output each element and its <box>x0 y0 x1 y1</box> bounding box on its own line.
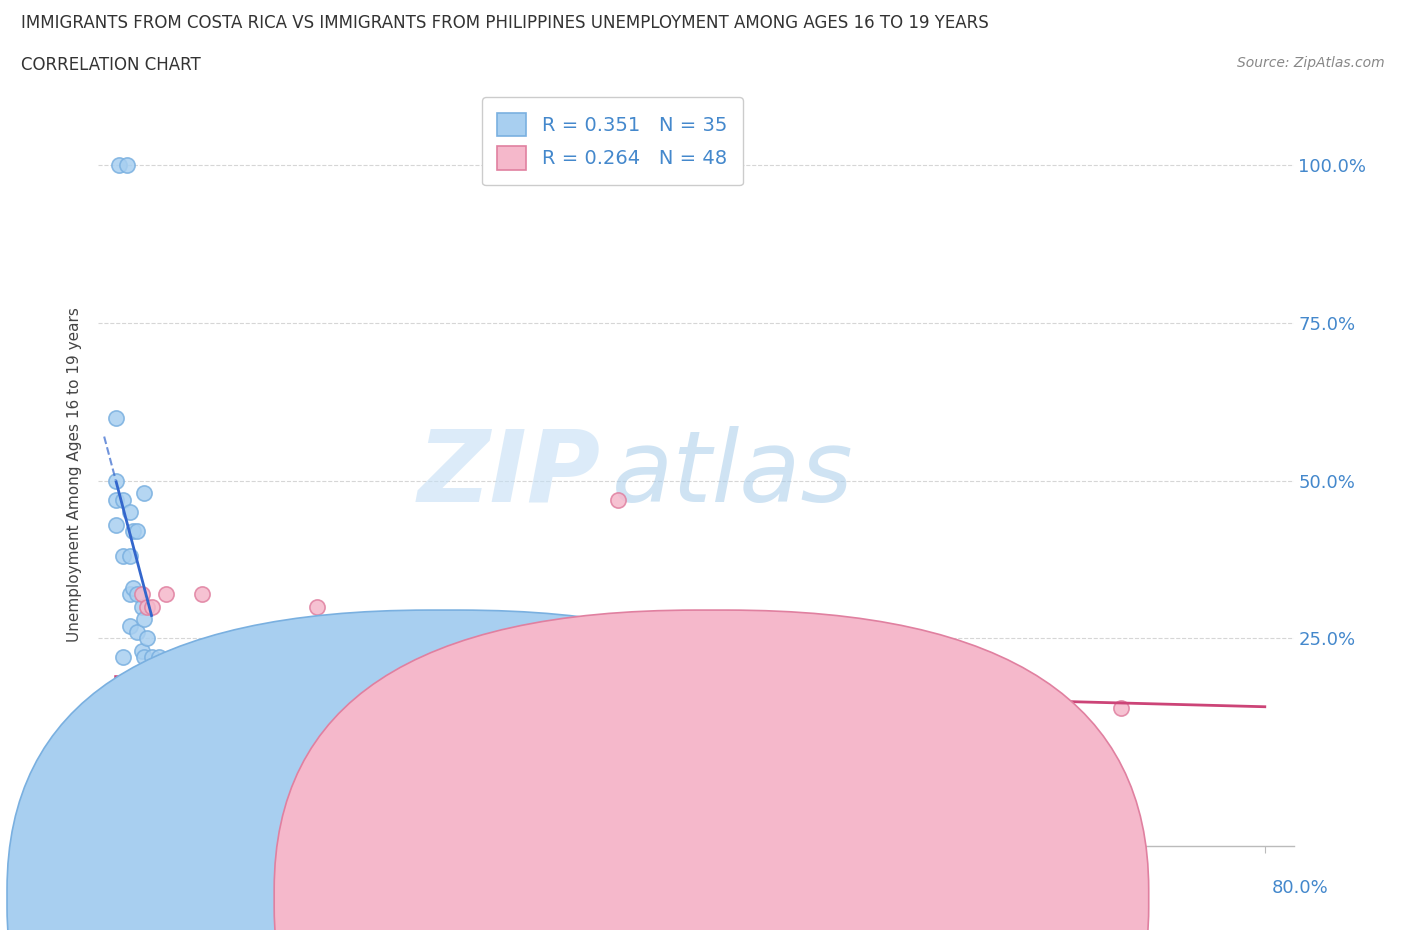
Point <box>118 694 141 709</box>
Point <box>107 158 129 173</box>
Point <box>104 473 127 488</box>
Point <box>291 650 314 665</box>
Point <box>162 650 184 665</box>
Point <box>145 662 167 677</box>
Point <box>492 700 515 715</box>
Point <box>277 700 299 715</box>
Point <box>111 549 134 564</box>
Point <box>1038 751 1060 765</box>
Point <box>141 675 163 690</box>
Point <box>679 700 702 715</box>
Point <box>131 587 153 602</box>
Point <box>1109 700 1132 715</box>
Point <box>169 700 191 715</box>
Point <box>321 700 343 715</box>
Point <box>263 700 285 715</box>
Point <box>392 662 415 677</box>
Point <box>305 599 328 614</box>
Point <box>335 662 357 677</box>
Point <box>176 650 198 665</box>
Point <box>191 587 214 602</box>
Point <box>607 492 630 507</box>
Point <box>183 700 205 715</box>
Legend: R = 0.351   N = 35, R = 0.264   N = 48: R = 0.351 N = 35, R = 0.264 N = 48 <box>482 97 742 185</box>
Point <box>136 662 159 677</box>
Point <box>111 700 134 715</box>
Point <box>150 700 173 715</box>
Point <box>621 700 644 715</box>
Point <box>134 700 156 715</box>
Point <box>134 612 156 627</box>
Point <box>578 675 600 690</box>
Text: atlas: atlas <box>613 426 853 523</box>
Text: 0.0%: 0.0% <box>96 879 141 897</box>
Point <box>176 682 198 697</box>
Point <box>127 524 149 538</box>
Point <box>205 700 228 715</box>
Point <box>247 675 270 690</box>
Point <box>127 587 149 602</box>
Point <box>852 662 875 677</box>
Text: Immigrants from Philippines: Immigrants from Philippines <box>734 885 969 904</box>
Text: IMMIGRANTS FROM COSTA RICA VS IMMIGRANTS FROM PHILIPPINES UNEMPLOYMENT AMONG AGE: IMMIGRANTS FROM COSTA RICA VS IMMIGRANTS… <box>21 14 988 32</box>
Point <box>131 644 153 658</box>
Point <box>118 549 141 564</box>
Text: Immigrants from Costa Rica: Immigrants from Costa Rica <box>467 885 699 904</box>
Point <box>966 700 988 715</box>
Point <box>155 662 177 677</box>
Point <box>155 587 177 602</box>
Point <box>420 700 443 715</box>
Point <box>127 624 149 639</box>
Point <box>219 675 242 690</box>
Point <box>198 700 221 715</box>
Point <box>115 158 138 173</box>
Point <box>536 650 558 665</box>
Y-axis label: Unemployment Among Ages 16 to 19 years: Unemployment Among Ages 16 to 19 years <box>67 307 83 642</box>
Point <box>122 524 145 538</box>
Point <box>145 700 167 715</box>
Point <box>127 700 149 715</box>
Point <box>233 700 256 715</box>
Point <box>131 599 153 614</box>
Point <box>136 631 159 645</box>
Point <box>148 650 170 665</box>
Point <box>104 410 127 425</box>
Point <box>212 700 235 715</box>
Point <box>449 700 471 715</box>
Point <box>111 650 134 665</box>
Point <box>363 700 385 715</box>
Point <box>111 492 134 507</box>
Point <box>737 700 759 715</box>
Point <box>148 700 170 715</box>
Point <box>122 738 145 753</box>
Text: ZIP: ZIP <box>418 426 600 523</box>
Point <box>134 485 156 500</box>
Point <box>104 492 127 507</box>
Point <box>118 618 141 633</box>
Point <box>159 700 181 715</box>
Point <box>122 580 145 595</box>
Point <box>165 700 187 715</box>
Point <box>118 505 141 520</box>
Text: CORRELATION CHART: CORRELATION CHART <box>21 56 201 73</box>
Point <box>141 599 163 614</box>
Point <box>134 650 156 665</box>
Point <box>148 682 170 697</box>
Point <box>794 700 817 715</box>
Point <box>191 687 214 702</box>
Point <box>141 650 163 665</box>
Text: Source: ZipAtlas.com: Source: ZipAtlas.com <box>1237 56 1385 70</box>
Point <box>136 599 159 614</box>
Point <box>118 587 141 602</box>
Point <box>908 700 931 715</box>
Text: 80.0%: 80.0% <box>1272 879 1329 897</box>
Point <box>162 675 184 690</box>
Point <box>104 517 127 532</box>
